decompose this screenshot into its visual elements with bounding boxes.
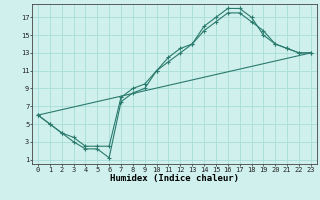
X-axis label: Humidex (Indice chaleur): Humidex (Indice chaleur) — [110, 174, 239, 183]
